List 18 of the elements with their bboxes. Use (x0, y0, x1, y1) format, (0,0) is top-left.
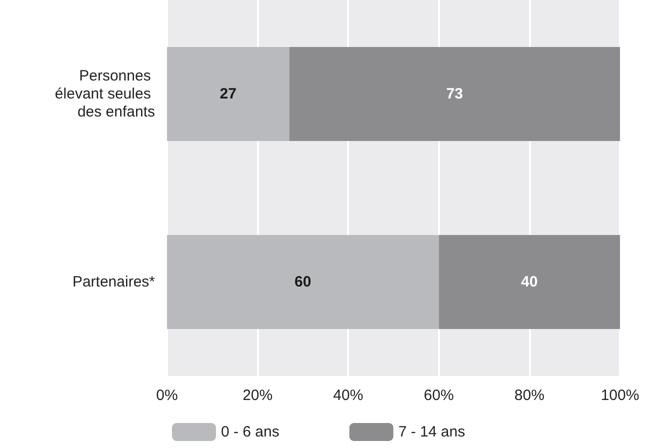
bar (438, 235, 620, 329)
bar (167, 47, 290, 141)
bar (167, 235, 439, 329)
legend-label: 0 - 6 ans (221, 424, 280, 440)
x-tick-label: 0% (156, 387, 178, 404)
data-label: 60 (294, 274, 312, 290)
y-tick-label: Personnes élevant seules des enfants (54, 68, 155, 120)
data-label: 40 (521, 274, 538, 290)
data-label: 73 (446, 86, 463, 102)
legend-label: 7 - 14 ans (398, 424, 466, 440)
bar (289, 47, 620, 141)
x-tick-label: 20% (242, 387, 273, 404)
y-tick-label: Partenaires* (72, 274, 156, 290)
x-tick-label: 40% (333, 387, 364, 404)
x-tick-label: 100% (600, 387, 640, 404)
x-tick-label: 60% (424, 387, 454, 404)
data-label: 27 (220, 86, 236, 102)
x-tick-label: 80% (514, 387, 544, 404)
